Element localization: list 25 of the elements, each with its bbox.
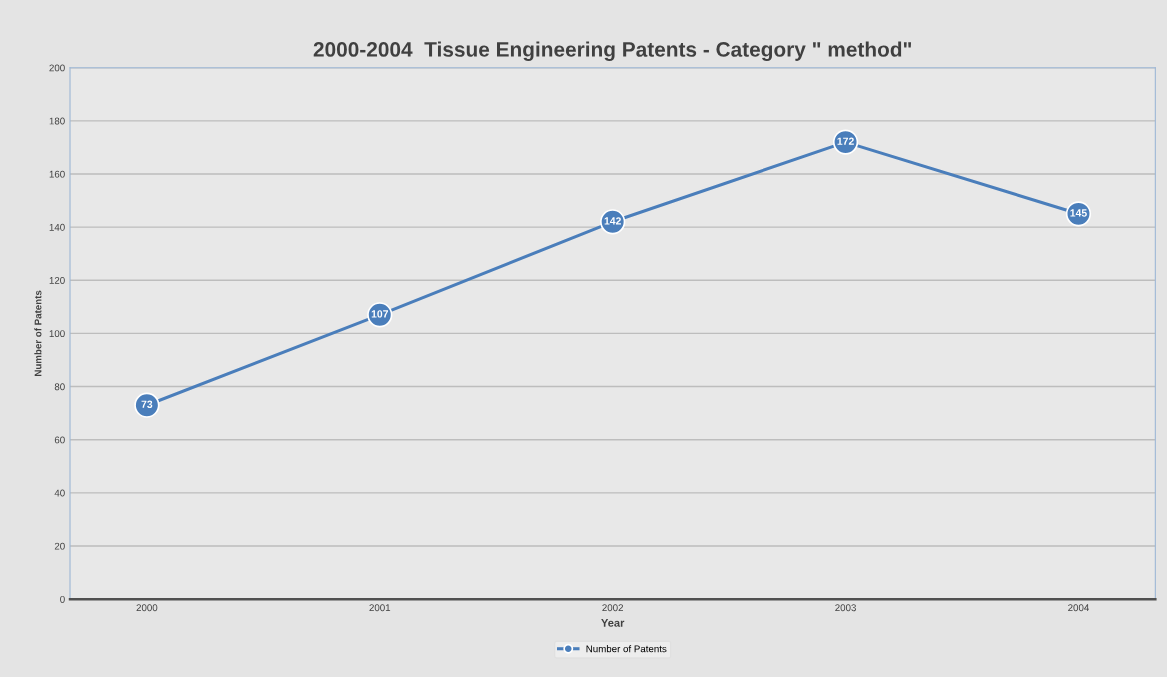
y-axis-title: Number of Patents bbox=[34, 290, 42, 376]
x-axis-title: Year bbox=[601, 619, 625, 627]
x-tick-label: 2003 bbox=[835, 604, 856, 612]
y-tick-label: 100 bbox=[49, 330, 65, 338]
data-label: 142 bbox=[604, 217, 621, 225]
y-tick-label: 140 bbox=[49, 223, 65, 231]
y-tick-label: 80 bbox=[54, 383, 65, 391]
y-tick-label: 40 bbox=[54, 489, 65, 497]
y-tick-label: 200 bbox=[49, 64, 65, 72]
x-tick-label: 2004 bbox=[1068, 604, 1089, 612]
x-tick-label: 2001 bbox=[369, 604, 391, 612]
data-label: 145 bbox=[1070, 209, 1087, 217]
data-label: 107 bbox=[371, 310, 389, 318]
y-tick-label: 180 bbox=[49, 117, 65, 125]
y-tick-label: 0 bbox=[60, 595, 65, 603]
data-label: 73 bbox=[141, 400, 153, 408]
y-tick-label: 160 bbox=[49, 170, 65, 178]
legend-label: Number of Patents bbox=[586, 645, 667, 653]
x-tick-label: 2000 bbox=[136, 604, 158, 612]
chart-title: 2000-2004 Tissue Engineering Patents - Category " method" bbox=[313, 41, 912, 61]
y-tick-label: 20 bbox=[54, 542, 65, 550]
data-label: 172 bbox=[837, 137, 854, 145]
y-tick-label: 120 bbox=[49, 277, 65, 284]
y-tick-label: 60 bbox=[54, 436, 65, 444]
x-tick-label: 2002 bbox=[602, 604, 623, 612]
